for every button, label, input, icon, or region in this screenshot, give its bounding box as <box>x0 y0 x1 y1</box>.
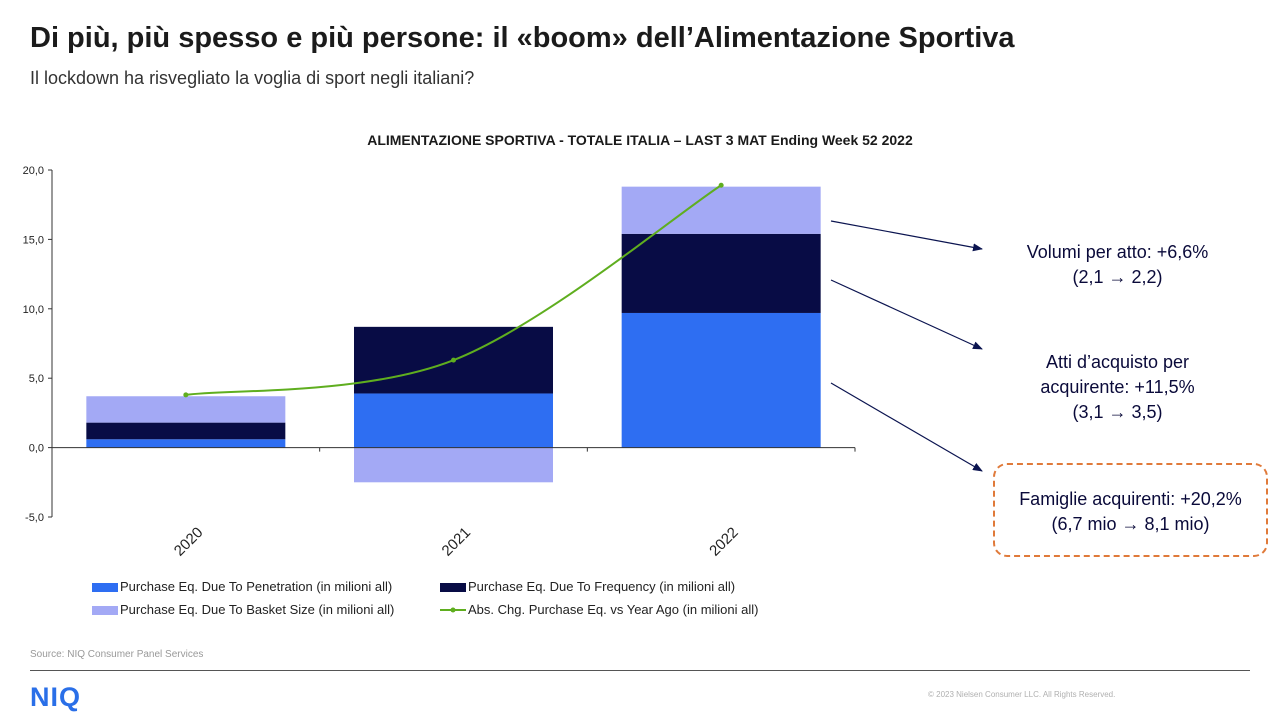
page-subtitle: Il lockdown ha risvegliato la voglia di … <box>30 68 475 88</box>
y-tick-label: 5,0 <box>29 373 44 385</box>
abs-change-point-2021 <box>451 357 456 363</box>
bar-2021-series-2 <box>354 447 553 483</box>
callout-frequency-line2: acquirente: +11,5% <box>1040 377 1195 397</box>
callout-volumes-line1: Volumi per atto: +6,6% <box>1026 242 1209 262</box>
legend-swatch-2 <box>92 606 118 615</box>
callout-arrow-1 <box>830 279 983 350</box>
callout-penetration-line1: Famiglie acquirenti: +20,2% <box>1019 489 1242 509</box>
x-tick-label-2022: 2022 <box>706 524 742 560</box>
y-tick-label: 20,0 <box>23 165 44 177</box>
y-tick-label: -5,0 <box>25 512 44 524</box>
footer-divider <box>30 670 1250 671</box>
legend-label-1: Purchase Eq. Due To Frequency (in milion… <box>468 579 735 594</box>
bar-2020-series-1 <box>86 422 286 440</box>
y-tick-label: 0,0 <box>29 443 44 455</box>
bar-2021-series-0 <box>354 393 553 448</box>
y-tick-label: 15,0 <box>23 234 44 246</box>
bar-2022-series-0 <box>621 312 821 448</box>
callout-penetration-line2: (6,7 mio → 8,1 mio) <box>1051 514 1210 534</box>
chart-title: ALIMENTAZIONE SPORTIVA - TOTALE ITALIA –… <box>367 132 913 148</box>
callout-frequency-line1: Atti d’acquisto per <box>1045 352 1190 372</box>
abs-change-point-2020 <box>183 392 189 398</box>
callout-volumes-line2: (2,1 → 2,2) <box>1072 267 1163 287</box>
callout-arrow-2 <box>830 382 983 472</box>
bar-2020-series-2 <box>86 396 286 423</box>
legend-swatch-0 <box>92 583 118 592</box>
bar-2022-series-2 <box>621 186 821 234</box>
page-title: Di più, più spesso e più persone: il «bo… <box>30 22 1015 54</box>
callout-volumes: Volumi per atto: +6,6% (2,1 → 2,2) <box>990 240 1245 290</box>
legend-swatch-point <box>450 607 456 613</box>
x-tick-label-2021: 2021 <box>439 524 475 560</box>
niq-logo: NIQ <box>30 682 82 712</box>
legend-label-0: Purchase Eq. Due To Penetration (in mili… <box>120 579 392 594</box>
legend-swatch-1 <box>440 583 466 592</box>
source-note: Source: NIQ Consumer Panel Services <box>30 649 204 660</box>
y-tick-label: 10,0 <box>23 304 44 316</box>
x-tick-label-2020: 2020 <box>171 524 207 560</box>
bar-2022-series-1 <box>621 233 821 313</box>
bar-2020-series-0 <box>86 439 286 448</box>
legend-label-3: Abs. Chg. Purchase Eq. vs Year Ago (in m… <box>468 602 758 617</box>
abs-change-point-2022 <box>718 182 724 188</box>
legend-label-2: Purchase Eq. Due To Basket Size (in mili… <box>120 602 394 617</box>
callout-frequency-line3: (3,1 → 3,5) <box>1072 402 1163 422</box>
copyright-note: © 2023 Nielsen Consumer LLC. All Rights … <box>928 690 1116 699</box>
callout-penetration: Famiglie acquirenti: +20,2% (6,7 mio → 8… <box>993 463 1268 557</box>
callout-arrow-0 <box>830 220 983 252</box>
callout-frequency: Atti d’acquisto per acquirente: +11,5% (… <box>990 350 1245 425</box>
